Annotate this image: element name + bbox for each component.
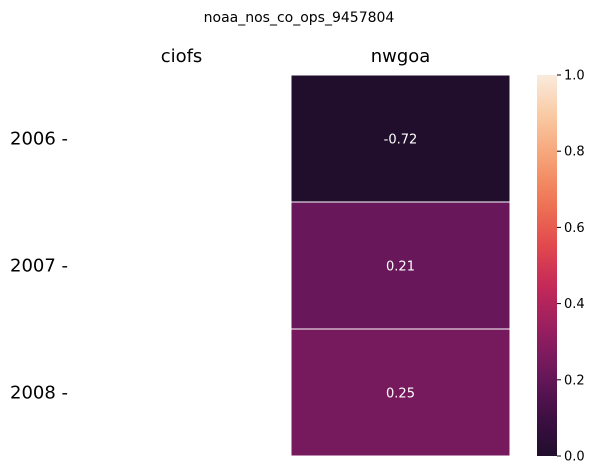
row-label-2007: 2007 - [10,256,68,277]
cell-value-2006-nwgoa: -0.72 [384,133,418,148]
cell-value-2008-nwgoa: 0.25 [386,387,415,402]
colorbar-tick-label: 0.6 [564,221,585,236]
cell-value-2007-nwgoa: 0.21 [386,260,415,275]
colorbar-tick-label: 0.4 [564,297,585,312]
colorbar-tick-label: 1.0 [564,69,585,84]
colorbar-tick-label: 0.2 [564,373,585,388]
colorbar-tick-label: 0.0 [564,450,585,465]
chart-title: noaa_nos_co_ops_9457804 [204,10,395,26]
colorbar [537,75,557,456]
heatmap-cell-2007-nwgoa [290,201,511,330]
column-label-nwgoa: nwgoa [371,46,431,67]
row-label-2006: 2006 - [10,129,68,150]
heatmap-cell-2008-nwgoa [290,328,511,457]
heatmap-cell-2006-nwgoa [290,74,511,203]
column-label-ciofs: ciofs [161,46,203,67]
colorbar-tick-label: 0.8 [564,145,585,160]
row-label-2008: 2008 - [10,383,68,404]
